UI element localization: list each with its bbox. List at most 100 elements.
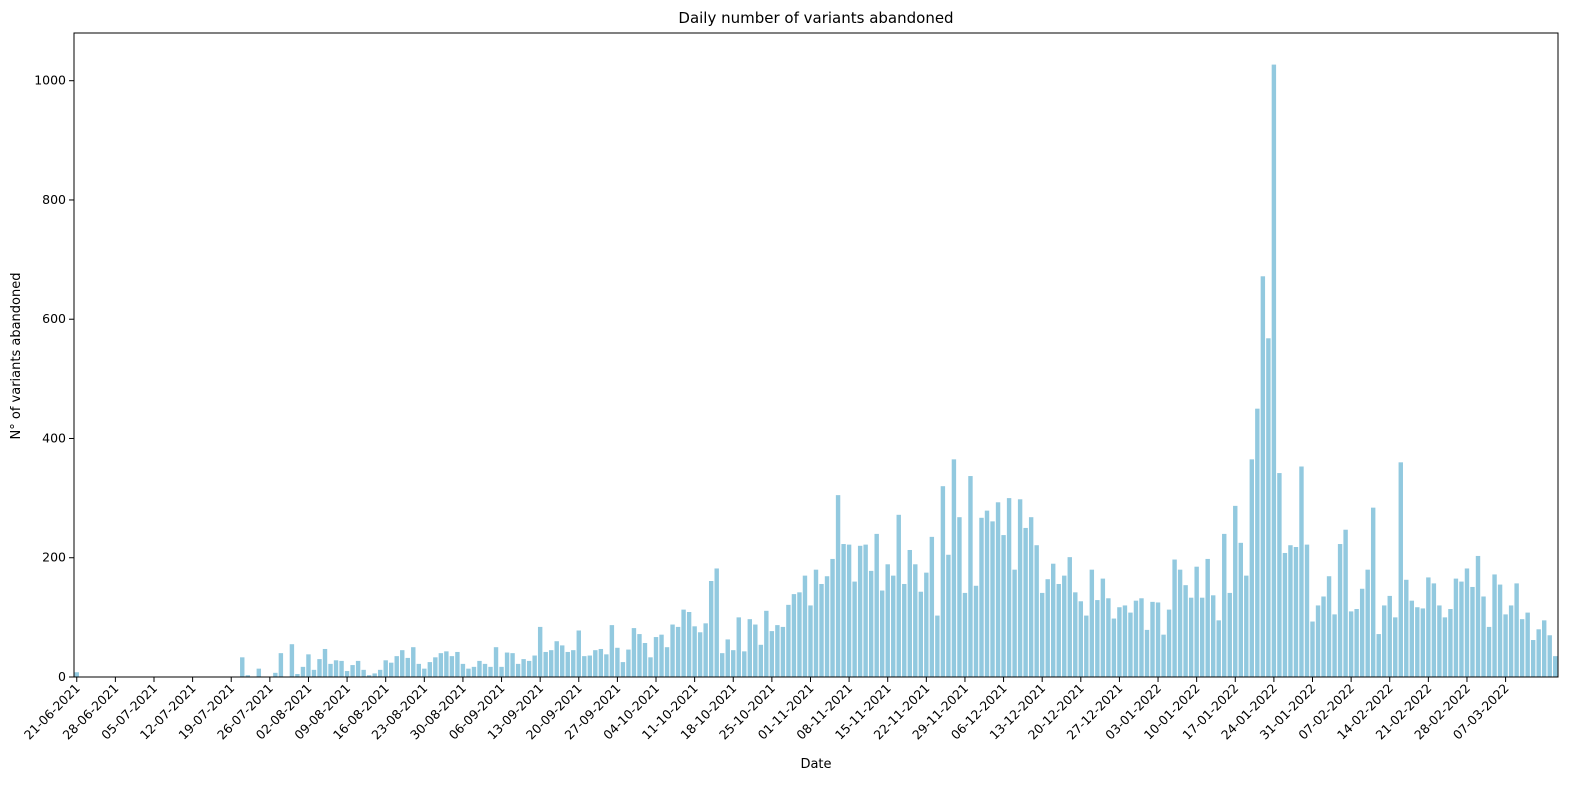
bar bbox=[1288, 545, 1293, 677]
bar bbox=[863, 544, 868, 677]
bar bbox=[1166, 609, 1172, 677]
bar bbox=[383, 660, 388, 677]
bar bbox=[240, 657, 245, 677]
bar bbox=[560, 645, 565, 677]
bar bbox=[433, 657, 438, 677]
bar bbox=[587, 655, 593, 677]
bar bbox=[1542, 620, 1547, 677]
bar bbox=[1536, 629, 1541, 677]
bar bbox=[317, 659, 322, 677]
bar bbox=[1293, 547, 1299, 677]
bar bbox=[626, 649, 631, 677]
bar bbox=[808, 605, 813, 677]
bar bbox=[289, 644, 295, 677]
bar bbox=[1508, 605, 1514, 677]
bar bbox=[333, 660, 339, 677]
y-tick-label: 200 bbox=[42, 550, 66, 565]
bar bbox=[427, 662, 433, 677]
bar bbox=[753, 624, 758, 677]
bar bbox=[1244, 575, 1249, 677]
bar bbox=[1255, 408, 1260, 677]
bar bbox=[681, 609, 686, 677]
bar bbox=[582, 656, 587, 677]
bar bbox=[504, 652, 510, 677]
bar bbox=[1359, 588, 1365, 677]
x-axis-label: Date bbox=[800, 757, 831, 772]
bar bbox=[780, 626, 786, 677]
bar bbox=[1111, 618, 1117, 677]
bar bbox=[344, 671, 350, 677]
bar bbox=[1056, 583, 1061, 677]
bar bbox=[725, 639, 730, 677]
bar bbox=[1028, 517, 1034, 677]
bar bbox=[339, 660, 344, 677]
bar bbox=[984, 510, 990, 677]
bar bbox=[1205, 558, 1210, 677]
bar bbox=[857, 545, 863, 677]
bar bbox=[1409, 600, 1415, 677]
bar bbox=[438, 653, 444, 677]
bar bbox=[1023, 527, 1028, 677]
bar bbox=[1266, 338, 1271, 677]
bar bbox=[256, 668, 262, 677]
bar bbox=[1073, 592, 1078, 677]
bar bbox=[659, 634, 664, 677]
bar bbox=[405, 657, 410, 677]
bar bbox=[565, 651, 570, 677]
bar bbox=[1337, 544, 1343, 677]
bar bbox=[416, 663, 421, 677]
plot-frame bbox=[73, 32, 1559, 678]
bar bbox=[946, 554, 951, 677]
bar bbox=[1326, 576, 1332, 677]
bar bbox=[1343, 529, 1348, 677]
bar bbox=[786, 604, 791, 677]
bar bbox=[521, 659, 526, 677]
bar bbox=[664, 647, 670, 677]
bar bbox=[322, 648, 328, 677]
chart-title: Daily number of variants abandoned bbox=[678, 9, 953, 27]
bar bbox=[1233, 505, 1238, 677]
bar bbox=[460, 663, 466, 677]
bar bbox=[1172, 559, 1177, 677]
bar bbox=[515, 663, 521, 677]
bar bbox=[295, 674, 300, 677]
bar bbox=[1133, 600, 1139, 677]
bar bbox=[653, 637, 659, 677]
y-tick-label: 1000 bbox=[34, 73, 66, 88]
bar bbox=[1387, 595, 1392, 677]
bar bbox=[692, 626, 697, 677]
bar bbox=[962, 592, 968, 677]
bar bbox=[1100, 578, 1106, 677]
bar bbox=[1106, 598, 1111, 677]
bar bbox=[940, 486, 946, 677]
bar bbox=[841, 544, 846, 677]
bar bbox=[493, 647, 499, 677]
bar-series bbox=[74, 64, 1558, 678]
bar bbox=[1051, 563, 1056, 677]
bar bbox=[1183, 585, 1188, 677]
bar bbox=[1503, 614, 1508, 677]
bar bbox=[758, 644, 764, 677]
bar bbox=[537, 626, 543, 677]
bar bbox=[1382, 605, 1387, 677]
bar bbox=[488, 666, 493, 677]
bar bbox=[1161, 634, 1166, 677]
bar bbox=[1348, 611, 1354, 677]
bar bbox=[1012, 569, 1017, 677]
bar bbox=[675, 626, 681, 677]
bar bbox=[1128, 612, 1133, 677]
bar bbox=[1188, 597, 1194, 677]
bar bbox=[885, 564, 890, 677]
bar bbox=[455, 651, 460, 677]
bar bbox=[1177, 569, 1183, 677]
bar bbox=[819, 583, 824, 677]
bar bbox=[1553, 656, 1558, 677]
bar bbox=[449, 656, 455, 677]
bar bbox=[311, 669, 317, 677]
bar bbox=[791, 594, 797, 677]
bar bbox=[532, 655, 537, 677]
bar bbox=[1321, 596, 1326, 677]
bar bbox=[543, 651, 548, 677]
bar bbox=[1155, 602, 1161, 677]
